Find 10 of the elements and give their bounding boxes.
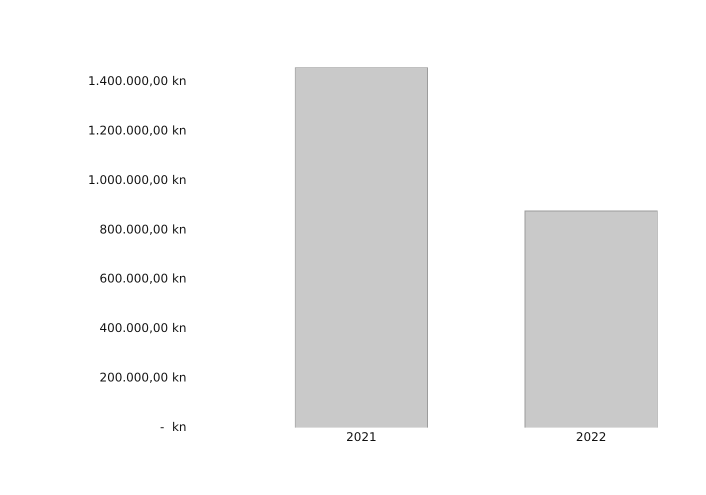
x-tick-label: 2022 (576, 430, 606, 444)
y-tick-label: 1.400.000,00 kn (88, 74, 187, 88)
x-tick-label: 2021 (346, 430, 377, 444)
y-tick-label: - kn (160, 420, 187, 434)
y-tick-label: 400.000,00 kn (99, 321, 187, 336)
y-tick-label: 1.000.000,00 kn (88, 172, 187, 187)
y-tick-label: 1.200.000,00 kn (88, 124, 187, 138)
y-tick-label: 800.000,00 kn (99, 222, 187, 236)
y-tick-label: 200.000,00 kn (99, 370, 187, 385)
y-tick-label: 600.000,00 kn (99, 272, 187, 286)
